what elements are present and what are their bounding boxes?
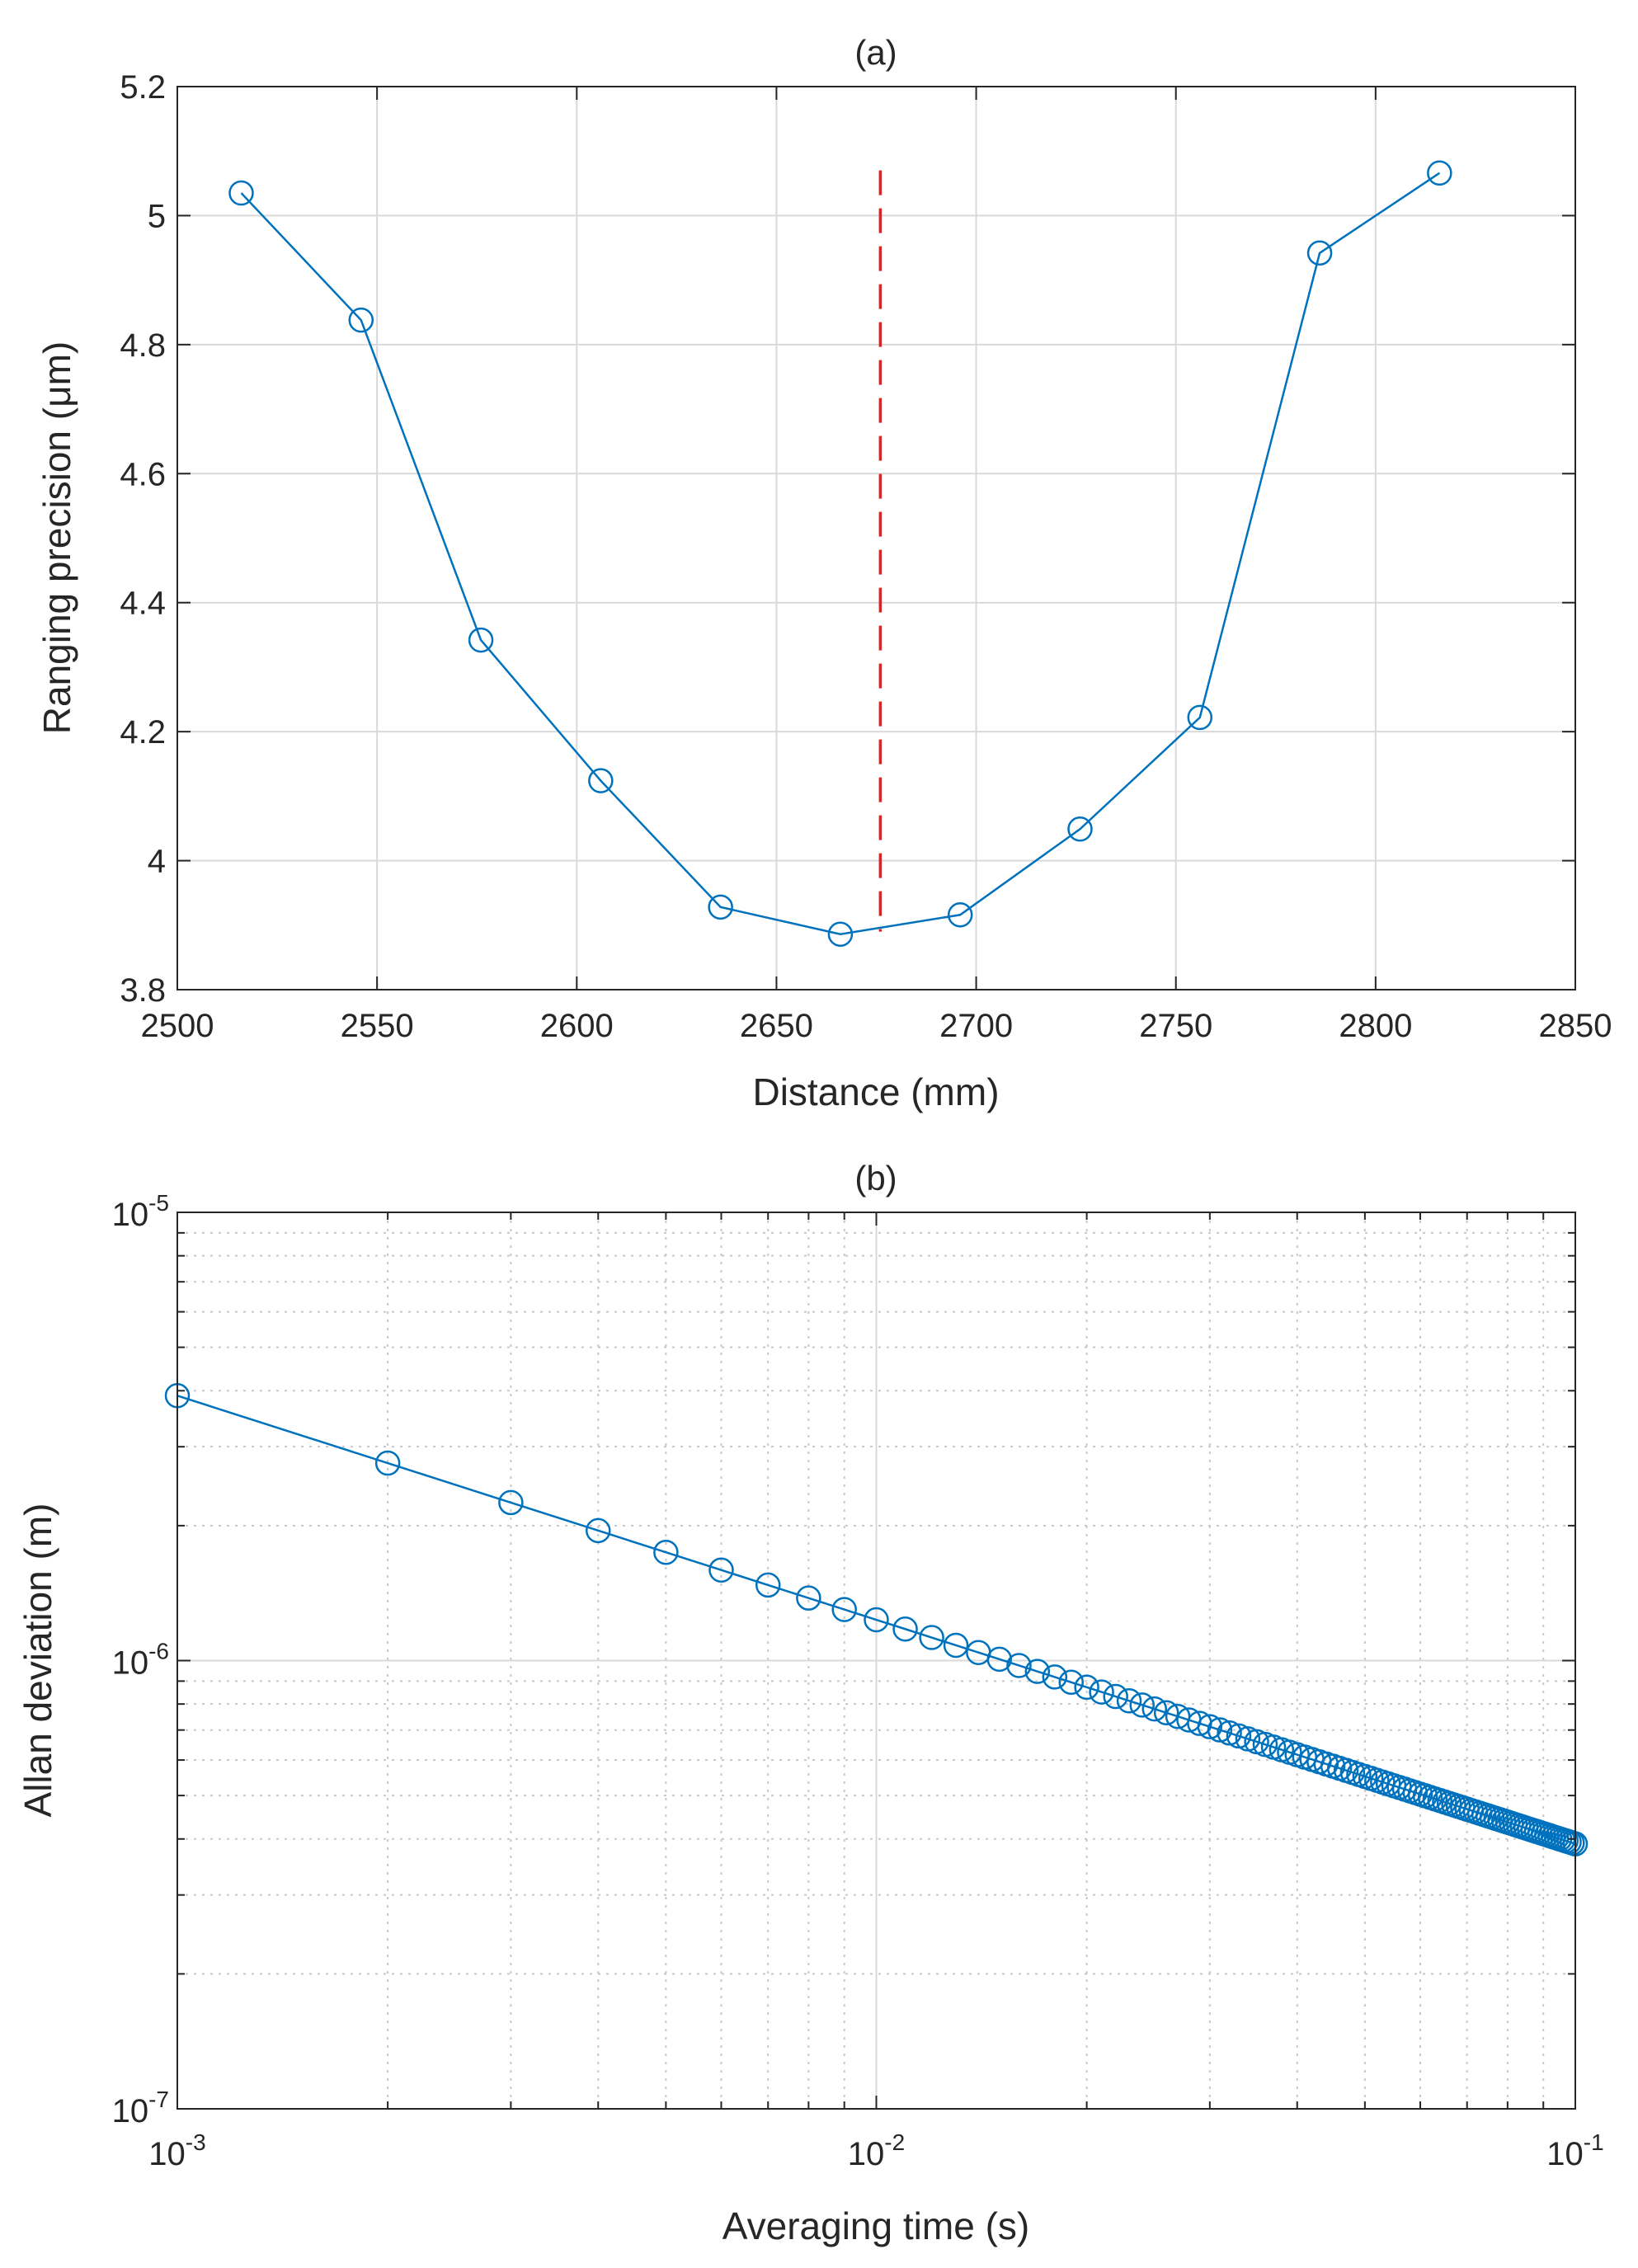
panel-b-data-point (1058, 1669, 1084, 1696)
panel-b-data-point (585, 1517, 611, 1544)
panel-b-data-point (892, 1616, 918, 1642)
panel-b-data-point (864, 1607, 889, 1633)
panel-a-data-point (588, 768, 614, 793)
panel-b-x-tick-label: 10-2 (848, 2129, 905, 2172)
panel-a-data-point (1067, 816, 1093, 842)
panel-b-data-point (1006, 1653, 1032, 1678)
panel-b-ticks (177, 1212, 1576, 2110)
panel-b-data-point (1074, 1674, 1099, 1701)
panel-a-x-axis-label: Distance (mm) (752, 1070, 999, 1113)
panel-a-x-tick-label: 2700 (939, 1008, 1013, 1044)
panel-b-title: (b) (854, 1159, 897, 1198)
panel-b-y-tick-labels: 10-7 10-6 10-5 (112, 1190, 169, 2129)
panel-b-data-point (708, 1557, 734, 1583)
panel-b-data-point (919, 1625, 944, 1650)
panel-b-data-point (1153, 1700, 1179, 1726)
panel-a-series-line (240, 172, 1441, 936)
panel-a-data-point (827, 921, 854, 947)
panel-a-data-point (1427, 160, 1452, 186)
panel-b-y-axis-label: Allan deviation (m) (16, 1503, 59, 1818)
panel-a-data-point (348, 307, 374, 333)
panel-a-data-point (468, 627, 494, 653)
panel-a-x-tick-label: 2650 (740, 1008, 813, 1044)
panel-a-y-tick-label: 4 (148, 844, 166, 880)
panel-a-x-tick-labels: 2500 2550 2600 2650 2700 2750 2800 2850 (141, 1008, 1612, 1044)
panel-a-y-tick-labels: 3.8 4 4.2 4.4 4.6 4.8 5 5.2 (120, 69, 166, 1009)
panel-a-y-tick-label: 5 (148, 198, 166, 234)
panel-b: 10-3 10-2 10-1 10-7 10-6 10-5 (b) Averaging … (16, 1159, 1604, 2247)
panel-a-markers (228, 160, 1452, 947)
panel-a-x-tick-label: 2850 (1539, 1008, 1612, 1044)
panel-a-y-tick-label: 5.2 (120, 69, 166, 106)
panel-b-x-axis-label: Averaging time (s) (723, 2204, 1029, 2247)
panel-b-data-point (1116, 1688, 1142, 1714)
panel-b-data-point (1207, 1717, 1233, 1743)
panel-b-x-tick-label: 10-1 (1546, 2129, 1603, 2172)
panel-b-data-point (831, 1597, 857, 1622)
panel-a-x-tick-label: 2600 (540, 1008, 614, 1044)
panel-b-data-point (1089, 1679, 1114, 1705)
panel-b-y-tick-label: 10-7 (112, 2087, 169, 2129)
panel-b-markers (164, 1383, 1589, 1857)
panel-b-x-tick-label: 10-3 (148, 2129, 205, 2172)
panel-b-x-tick-labels: 10-3 10-2 10-1 (148, 2129, 1603, 2172)
panel-a-axes-box (177, 86, 1576, 990)
panel-a-y-tick-label: 4.4 (120, 586, 166, 622)
panel-a-y-axis-label: Ranging precision (μm) (35, 341, 78, 734)
panel-b-y-tick-label: 10-5 (112, 1190, 169, 1233)
panel-b-data-point (943, 1632, 969, 1659)
panel-b-data-point (796, 1585, 821, 1611)
panel-b-data-point (1141, 1696, 1168, 1722)
panel-b-data-point (1197, 1714, 1223, 1739)
panel-a-data-point (1306, 240, 1333, 266)
panel-b-data-point (755, 1572, 781, 1598)
panel-b-data-point (374, 1450, 401, 1476)
panel-b-data-point (498, 1489, 524, 1516)
panel-a-title: (a) (854, 33, 897, 72)
panel-b-data-point (1024, 1659, 1051, 1684)
panel-b-data-point (1042, 1664, 1068, 1690)
panel-a-data-point (708, 894, 733, 920)
panel-a-x-tick-label: 2750 (1139, 1008, 1212, 1044)
panel-a-x-tick-label: 2500 (141, 1008, 214, 1044)
panel-b-series-line (177, 1395, 1576, 1845)
panel-b-data-point (986, 1646, 1012, 1673)
panel-b-y-tick-label: 10-6 (112, 1639, 169, 1682)
panel-a-data-point (228, 180, 254, 206)
panel-a-x-tick-label: 2550 (341, 1008, 414, 1044)
panel-a-y-tick-label: 4.8 (120, 327, 166, 364)
panel-a-x-tick-label: 2800 (1339, 1008, 1412, 1044)
panel-b-data-point (1129, 1692, 1155, 1718)
panel-a-y-tick-label: 3.8 (120, 972, 166, 1009)
panel-a-y-tick-label: 4.2 (120, 714, 166, 751)
panel-a-ticks (177, 86, 1576, 990)
panel-a-y-tick-label: 4.6 (120, 456, 166, 492)
panel-a: 2500 2550 2600 2650 2700 2750 2800 2850 3.8 4 4.2… (35, 33, 1612, 1113)
panel-b-data-point (1103, 1683, 1128, 1710)
panel-b-data-point (1217, 1720, 1242, 1746)
panel-b-data-point (653, 1539, 679, 1565)
panel-a-data-point (947, 902, 973, 928)
panel-a-data-point (1187, 704, 1213, 731)
